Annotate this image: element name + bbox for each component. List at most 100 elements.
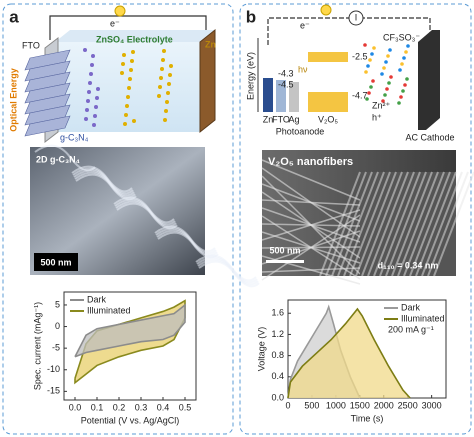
fringe [421,171,463,277]
ion [123,122,127,126]
ion [86,99,90,103]
ion [94,105,98,109]
fringe [337,171,379,277]
ion [169,64,173,68]
zn-label: Zn [205,39,216,49]
x-tick-label: 500 [304,400,319,410]
y-tick-label: 1.2 [271,329,284,339]
light-label: Optical Energy [8,68,18,132]
plot-frame [63,291,197,401]
ions [83,48,173,127]
ion [96,87,100,91]
fto-bar [276,80,286,112]
fringe [331,171,373,277]
ion [130,59,134,63]
ion [125,104,129,108]
ion [387,81,391,85]
fto-label: FTO [22,40,40,50]
ion [161,58,165,62]
level-label: -4.7 [352,90,368,100]
fringe [433,171,474,277]
flake [154,225,216,253]
sheet [24,115,71,137]
ion [168,73,172,77]
y-tick-label: 0 [55,321,60,331]
x-tick-label: 3000 [422,400,442,410]
fiber [261,267,361,273]
ion [87,90,91,94]
panel-label: a [9,7,19,26]
ion [369,85,373,89]
micrograph-title: 2D g-C₃N₄ [36,154,80,164]
level-label: -4.5 [278,79,294,89]
ions [363,43,410,105]
ion [85,108,89,112]
x-axis-label: Time (s) [351,413,384,423]
ion [372,46,376,50]
x-tick-label: 0.3 [135,402,148,412]
ion [389,75,393,79]
x-tick-label: 0.4 [157,402,170,412]
label-bg [243,8,259,28]
fringe [355,171,397,277]
y-axis-label: Voltage (V) [256,327,266,372]
ion [385,87,389,91]
ion [363,43,367,47]
ion [166,91,170,95]
ion [404,50,408,54]
electrode-label: Ag [288,114,299,124]
x-tick-label: 0.0 [69,402,82,412]
ion [405,77,409,81]
fiber [261,214,361,281]
cathode-label: AC Cathode [405,132,454,142]
legend-label: Dark [401,302,421,312]
ion [398,68,402,72]
semiconductor-label: V₂O₅ [318,114,338,124]
x-tick-label: 0 [285,400,290,410]
ion [158,85,162,89]
ion [89,72,93,76]
scale-bar-label: 500 nm [40,257,71,267]
y-axis-label: Spec. current (mAg⁻¹) [32,302,42,390]
y-tick-label: 5 [55,299,60,309]
ion [367,91,371,95]
annotation: 200 mA g⁻¹ [388,324,434,334]
photon-label: hν [298,64,308,74]
panel-frame [2,3,234,435]
flake [71,165,133,193]
fringe [415,171,457,277]
fringe [403,171,445,277]
level-label: -4.3 [278,68,294,78]
ion [366,64,370,68]
ion [131,50,135,54]
fringe [361,171,403,277]
x-tick-label: 0.5 [179,402,192,412]
fiber [261,159,361,201]
fringe [409,171,451,277]
y-tick-label: -15 [47,386,60,396]
photoanode-label: Photoanode [276,126,325,136]
x-tick-label: 0.1 [91,402,104,412]
fringe [343,171,385,277]
fringe [367,171,409,277]
fringe [427,171,469,277]
x-tick-label: 1500 [350,400,370,410]
ion [368,58,372,62]
ion [167,82,171,86]
electrode-label: FTO [272,114,290,124]
ion [162,49,166,53]
fringe [349,171,391,277]
ion [384,60,388,64]
ion [163,118,167,122]
legend-label: Illuminated [401,313,445,323]
y-tick-label: 0.0 [271,392,284,402]
ag-bar [289,82,299,112]
current-meter [348,10,364,26]
ion [402,56,406,60]
ion [90,63,94,67]
x-tick-label: 1000 [326,400,346,410]
ion [84,117,88,121]
y-tick-label: -10 [47,364,60,374]
fringe [385,171,427,277]
